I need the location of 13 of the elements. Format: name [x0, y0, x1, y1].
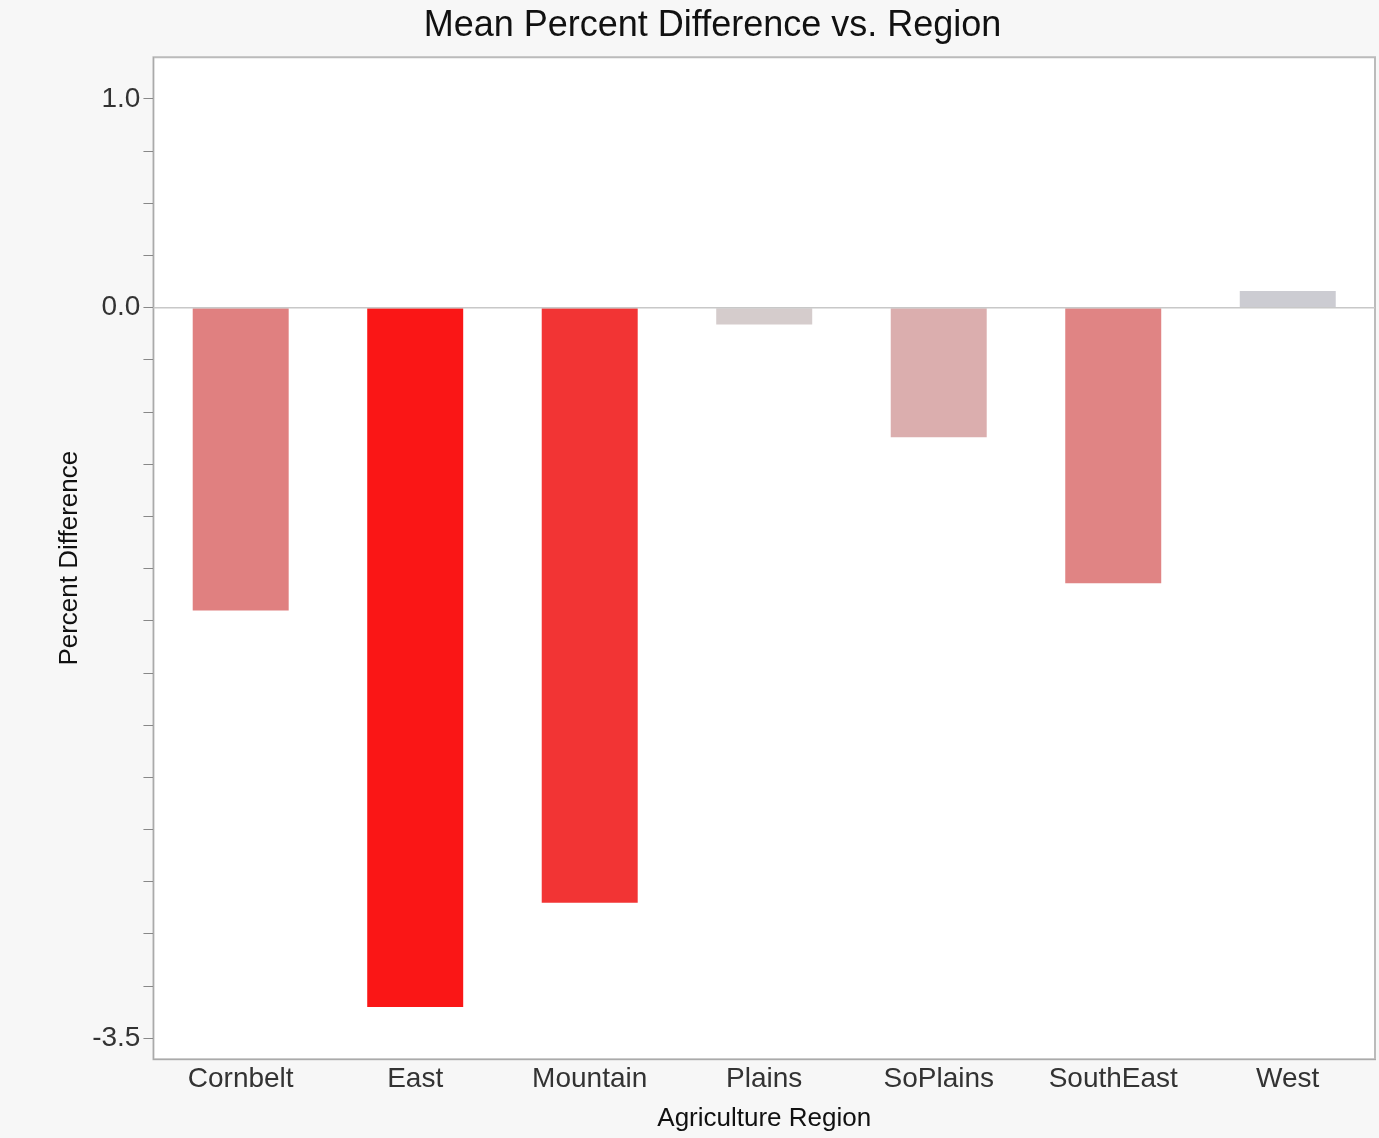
x-tick-label: SouthEast: [1048, 1061, 1179, 1093]
x-tick-label: SoPlains: [883, 1061, 994, 1093]
y-tick-label: -3.5: [92, 1021, 141, 1053]
x-tick-label: Plains: [726, 1061, 803, 1093]
y-tick-label: 0.0: [101, 290, 141, 322]
y-axis-title: Percent Difference: [52, 450, 83, 666]
x-tick-label: East: [387, 1061, 444, 1093]
x-tick-label: Mountain: [532, 1061, 648, 1093]
chart-title: Mean Percent Difference vs. Region: [423, 2, 1002, 44]
y-tick-label: 1.0: [101, 81, 141, 113]
x-axis-title: Agriculture Region: [657, 1101, 872, 1132]
x-tick-label: Cornbelt: [187, 1061, 294, 1093]
x-tick-label: West: [1256, 1061, 1320, 1093]
